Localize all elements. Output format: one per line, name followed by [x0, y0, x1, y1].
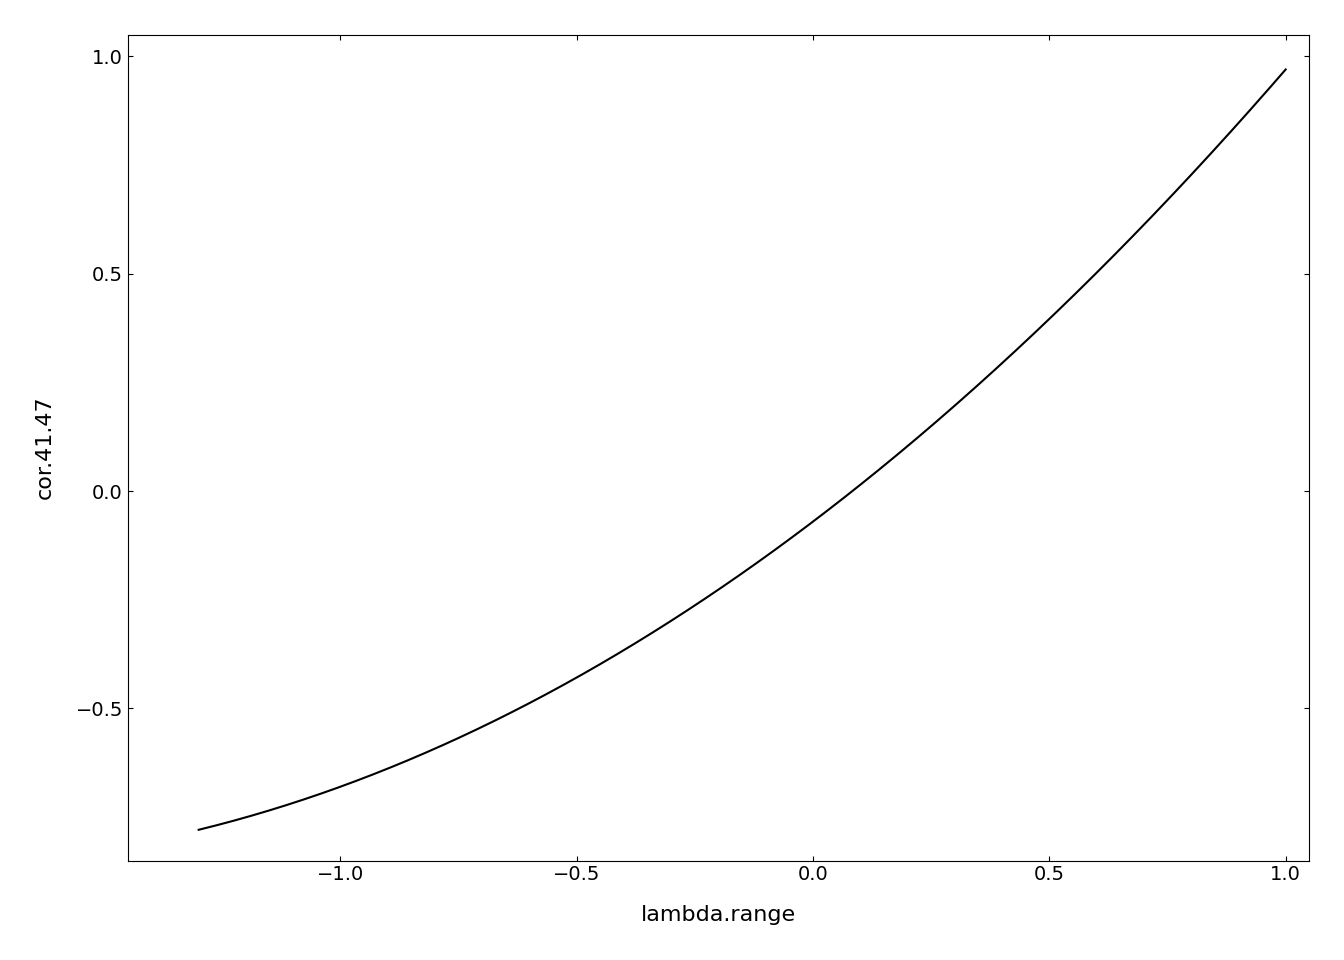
Y-axis label: cor.41.47: cor.41.47 [35, 396, 55, 499]
X-axis label: lambda.range: lambda.range [641, 905, 796, 925]
